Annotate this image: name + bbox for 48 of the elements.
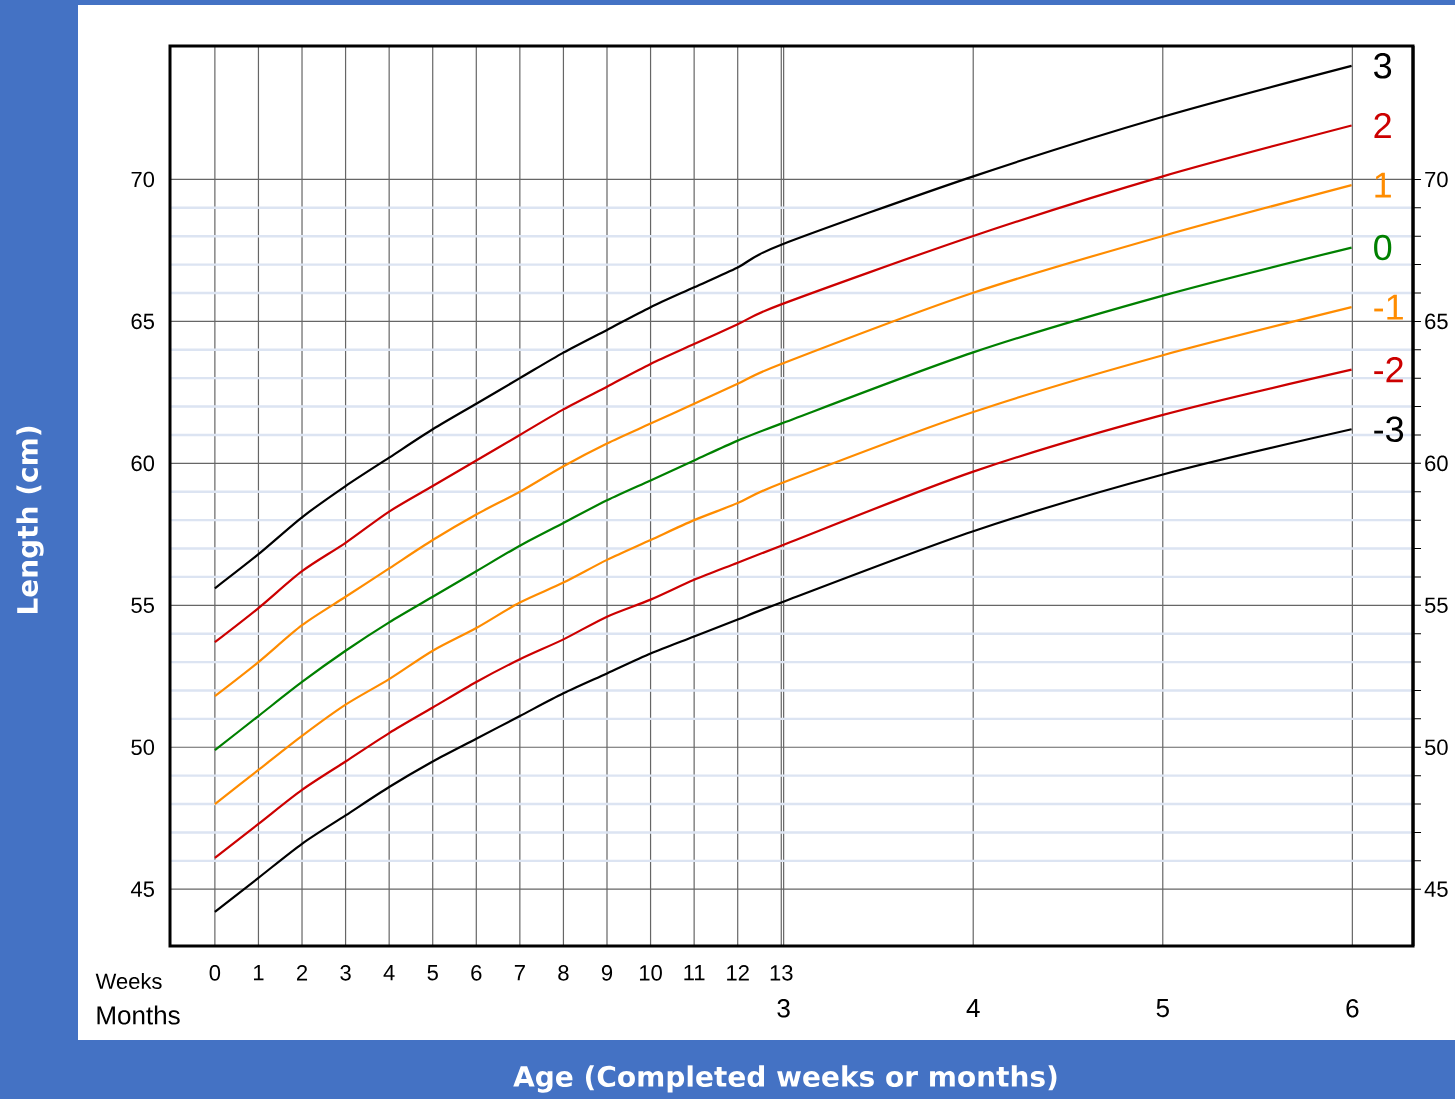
line-series xyxy=(213,64,1353,590)
x2-tick-label: 6 xyxy=(1346,999,1359,1018)
line-series xyxy=(213,306,1353,806)
x-tick-label: 3 xyxy=(340,965,351,981)
line-series xyxy=(213,428,1353,914)
x-tick-label: 13 xyxy=(770,965,793,981)
y-tick-label: 70 xyxy=(131,171,155,188)
y-axis-title: Length (cm) xyxy=(16,426,44,614)
text: Weeks xyxy=(95,972,162,990)
y-tick-label: 60 xyxy=(131,455,155,472)
y2-tick-label: 45 xyxy=(1424,881,1448,897)
x-tick-label: 0 xyxy=(209,965,221,981)
x-tick-label: 11 xyxy=(684,965,705,981)
x-tick-label: 12 xyxy=(727,965,749,981)
y2-tick-label: 50 xyxy=(1424,739,1448,756)
series-label: 3 xyxy=(1374,53,1392,79)
text: Months xyxy=(97,1005,180,1025)
x-tick-label: 10 xyxy=(639,965,662,981)
x2-tick-label: 3 xyxy=(777,999,790,1018)
x-tick-label: 1 xyxy=(253,965,264,981)
x-tick-label: 8 xyxy=(558,965,569,981)
series-label: 0 xyxy=(1374,234,1392,261)
line-series xyxy=(213,124,1353,644)
series-label: -2 xyxy=(1374,357,1403,383)
series-label: 2 xyxy=(1374,112,1391,139)
x2-tick-label: 4 xyxy=(966,999,980,1017)
x-tick-label: 7 xyxy=(514,965,525,981)
line-series xyxy=(213,368,1353,860)
y2-tick-label: 55 xyxy=(1424,597,1448,613)
series-label: -3 xyxy=(1374,416,1404,443)
x-tick-label: 9 xyxy=(601,965,613,981)
y-tick-label: 65 xyxy=(131,313,154,330)
series-label: 1 xyxy=(1375,172,1391,198)
y-tick-label: 55 xyxy=(131,597,154,613)
x-tick-label: 5 xyxy=(427,965,438,981)
y-tick-label: 45 xyxy=(130,881,154,897)
line-series xyxy=(213,246,1353,752)
x2-tick-label: 5 xyxy=(1156,999,1169,1018)
x-tick-label: 2 xyxy=(297,965,308,981)
x-axis-title: Age (Completed weeks or months) xyxy=(513,1065,1057,1093)
x-tick-label: 4 xyxy=(383,965,395,981)
y2-tick-label: 65 xyxy=(1425,313,1448,330)
y-tick-label: 50 xyxy=(131,739,155,756)
y2-tick-label: 70 xyxy=(1425,171,1448,188)
x-tick-label: 6 xyxy=(471,965,482,981)
line-series xyxy=(213,184,1353,698)
series-label: -1 xyxy=(1374,294,1403,320)
y2-tick-label: 60 xyxy=(1425,455,1448,472)
